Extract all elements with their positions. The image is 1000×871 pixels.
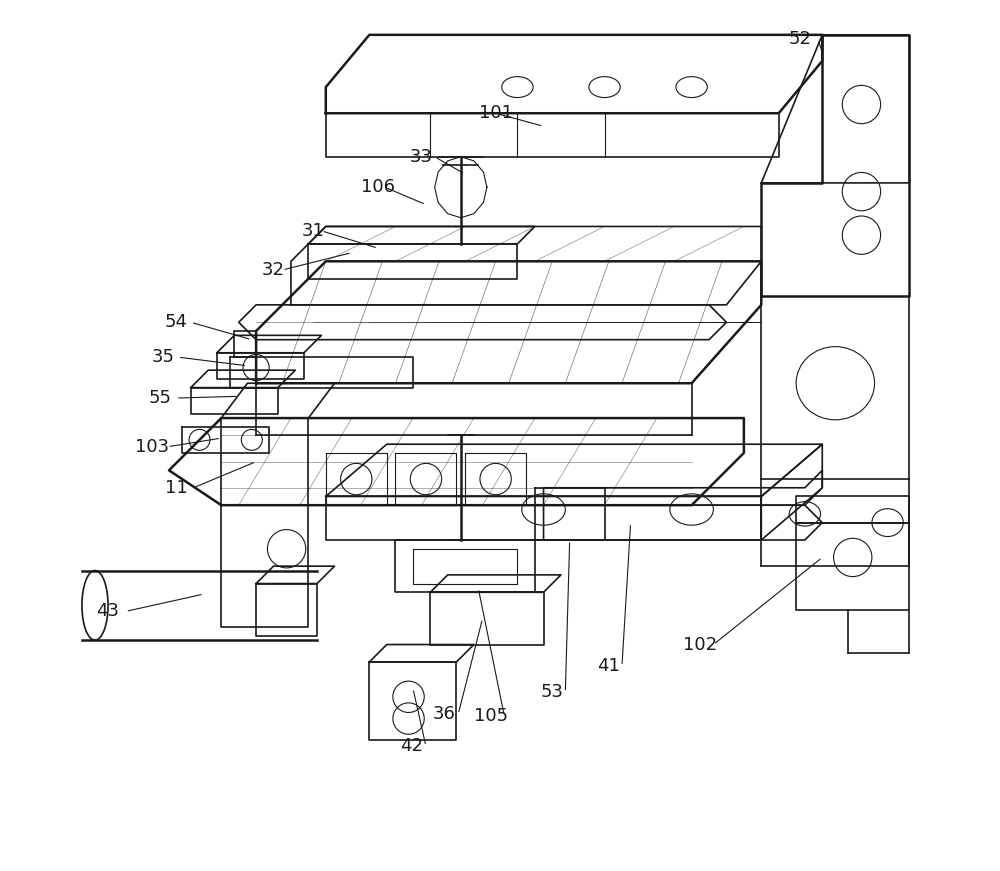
Text: 102: 102 [683, 636, 717, 653]
Text: 36: 36 [433, 706, 456, 723]
Text: 101: 101 [479, 105, 513, 122]
Text: 52: 52 [789, 30, 812, 48]
Text: 103: 103 [135, 438, 169, 456]
Text: 33: 33 [410, 148, 433, 165]
Text: 106: 106 [361, 179, 395, 196]
Text: 55: 55 [149, 389, 172, 407]
Text: 42: 42 [400, 738, 423, 755]
Text: 35: 35 [151, 348, 174, 366]
Text: 105: 105 [474, 707, 508, 725]
Text: 53: 53 [541, 684, 564, 701]
Text: 41: 41 [597, 658, 620, 675]
Text: 54: 54 [164, 314, 187, 331]
Text: 31: 31 [301, 222, 324, 240]
Text: 43: 43 [97, 603, 120, 620]
Text: 32: 32 [262, 261, 285, 279]
Text: 11: 11 [165, 479, 187, 496]
